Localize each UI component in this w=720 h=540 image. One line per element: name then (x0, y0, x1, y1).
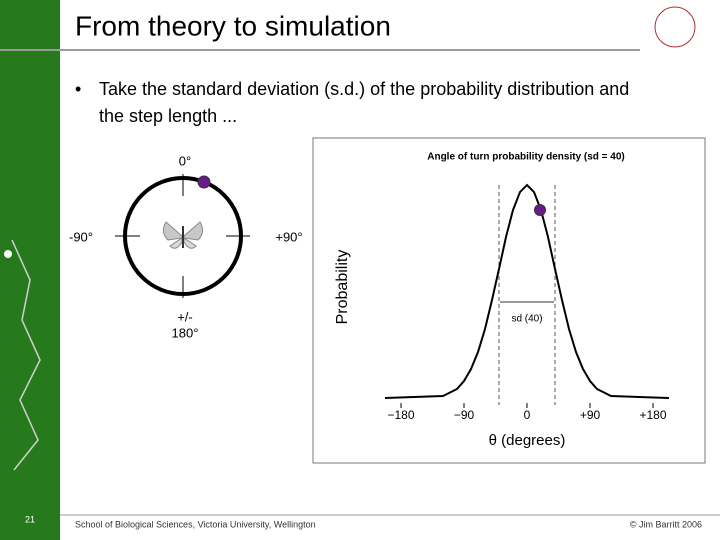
page-number: 21 (25, 514, 35, 524)
x-tick-label: 0 (524, 408, 531, 422)
side-bar (0, 0, 60, 540)
annotation: sd (40) (511, 314, 542, 325)
x-tick-label: +180 (639, 408, 666, 422)
density-curve (384, 183, 670, 399)
compass-label: 0° (179, 153, 191, 168)
logo (654, 6, 696, 48)
compass-label: 180° (172, 325, 199, 340)
footer-author: © Jim Barritt 2006 (630, 519, 702, 529)
y-axis-label: Probability (334, 250, 351, 325)
decor-track (11, 239, 41, 471)
chart-title: Angle of turn probability density (sd = … (427, 152, 625, 163)
x-tick-label: −90 (454, 408, 475, 422)
slide-title: From theory to simulation (75, 10, 391, 41)
compass-label: +/- (177, 309, 193, 324)
butterfly (162, 221, 204, 249)
footer-school: School of Biological Sciences, Victoria … (75, 519, 316, 529)
compass-label: -90° (69, 229, 93, 244)
heading-dot (534, 204, 546, 216)
x-tick-label: +90 (580, 408, 601, 422)
bullet-line: the step length ... (99, 106, 237, 126)
bullet-dot: • (75, 79, 81, 99)
heading-dot (197, 175, 211, 189)
decor-bug (4, 250, 12, 258)
x-tick-label: −180 (387, 408, 414, 422)
bullet-line: Take the standard deviation (s.d.) of th… (99, 79, 629, 99)
compass-label: +90° (275, 229, 302, 244)
chart-frame (312, 137, 706, 464)
x-axis-label: θ (degrees) (489, 432, 566, 449)
